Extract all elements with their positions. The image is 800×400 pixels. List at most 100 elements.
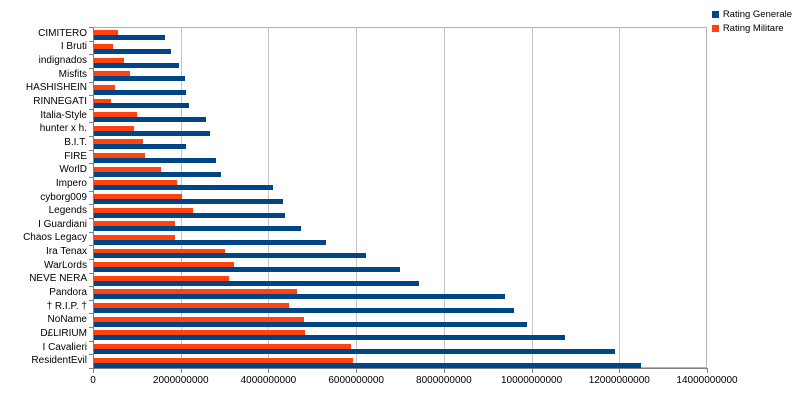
x-axis-tick-mark — [707, 369, 708, 373]
bar-rating-militare — [94, 57, 124, 63]
bar-rating-militare — [94, 166, 162, 172]
bar-rating-generale — [94, 212, 285, 218]
x-axis-tick-label: 2000000000 — [152, 375, 209, 386]
chart-legend: Rating Generale Rating Militare — [711, 9, 792, 34]
bar-rating-militare — [94, 207, 193, 213]
x-axis-tick-label: 10000000000 — [500, 375, 563, 386]
y-axis-tick-mark — [89, 190, 93, 192]
y-axis-tick-mark — [89, 108, 93, 110]
y-axis-label: Pandora — [49, 286, 87, 298]
y-axis-label: CIMITERO — [38, 27, 87, 39]
legend-chip-generale-icon — [711, 11, 719, 19]
y-axis-tick-mark — [89, 231, 93, 233]
y-axis-label: ResidentEvil — [31, 355, 87, 367]
bar-rating-generale — [94, 185, 273, 191]
bar-rating-militare — [94, 344, 351, 350]
x-axis-line — [93, 368, 708, 369]
bar-rating-militare — [94, 289, 298, 295]
legend-chip-militare-icon — [711, 24, 719, 32]
bar-rating-generale — [94, 171, 221, 177]
x-axis-tick-label: 0 — [90, 375, 96, 386]
legend-item-rating-generale: Rating Generale — [711, 9, 792, 20]
bar-rating-generale — [94, 157, 217, 163]
bar-rating-militare — [94, 330, 305, 336]
y-axis-tick-mark — [89, 368, 93, 369]
y-axis-tick-mark — [89, 313, 93, 315]
y-axis-tick-mark — [89, 163, 93, 165]
y-axis-tick-mark — [89, 245, 93, 247]
bar-rating-generale — [94, 117, 207, 123]
bar-rating-militare — [94, 193, 182, 199]
bar-rating-generale — [94, 362, 641, 368]
bar-rating-generale — [94, 144, 187, 150]
y-axis-label: hunter x h. — [39, 123, 87, 135]
y-axis-tick-mark — [89, 81, 93, 83]
y-axis-label: WorlD — [59, 164, 87, 176]
x-axis-tick-mark — [531, 369, 533, 373]
y-axis-label: B.I.T. — [64, 136, 87, 148]
gridline — [619, 28, 621, 369]
x-axis-tick-label: 8000000000 — [416, 375, 472, 386]
y-axis-label: I Bruti — [60, 41, 87, 53]
x-axis-tick-mark — [268, 369, 270, 373]
bar-rating-militare — [94, 30, 118, 36]
y-axis-tick-mark — [89, 40, 93, 42]
y-axis-tick-mark — [89, 299, 93, 301]
x-axis-tick-mark — [180, 369, 182, 373]
bar-rating-militare — [94, 248, 226, 254]
bar-rating-militare — [94, 139, 144, 145]
bar-rating-generale — [94, 267, 401, 273]
bar-rating-generale — [94, 348, 615, 354]
bar-rating-militare — [94, 221, 176, 227]
plot-area — [93, 27, 707, 369]
y-axis-tick-mark — [89, 204, 93, 206]
gridline — [356, 28, 358, 369]
y-axis-tick-mark — [89, 149, 93, 151]
y-axis-tick-mark — [89, 95, 93, 97]
legend-item-rating-militare: Rating Militare — [711, 22, 792, 34]
legend-label-rating-militare: Rating Militare — [722, 22, 784, 34]
bar-rating-militare — [94, 153, 145, 159]
y-axis-label: cyborg009 — [40, 191, 87, 203]
bar-rating-generale — [94, 308, 515, 314]
bar-rating-generale — [94, 294, 506, 300]
x-axis-tick-mark — [619, 369, 621, 373]
bar-rating-militare — [94, 125, 134, 131]
y-axis-label: I Guardiani — [38, 218, 87, 230]
bar-rating-militare — [94, 262, 234, 268]
bar-rating-generale — [94, 130, 210, 136]
bar-rating-generale — [94, 226, 302, 232]
y-axis-label: FIRE — [64, 150, 87, 162]
y-axis-label: D£LIRIUM — [40, 327, 87, 339]
bar-rating-generale — [94, 35, 166, 41]
bar-rating-generale — [94, 198, 283, 204]
bar-rating-generale — [94, 103, 189, 109]
y-axis-line — [93, 27, 94, 369]
y-axis-label: Chaos Legacy — [23, 232, 87, 244]
y-axis-label: I Cavalieri — [42, 341, 87, 353]
gridline — [443, 28, 445, 369]
y-axis-label: Ira Tenax — [46, 246, 87, 258]
y-axis-label: HASHISHEIN — [25, 82, 87, 94]
bar-rating-generale — [94, 321, 527, 327]
y-axis-tick-mark — [89, 217, 93, 219]
y-axis-tick-mark — [89, 354, 93, 356]
x-axis-tick-mark — [93, 369, 94, 373]
bar-rating-generale — [94, 48, 172, 54]
bar-rating-generale — [94, 62, 179, 68]
x-axis-tick-mark — [443, 369, 445, 373]
legend-label-rating-generale: Rating Generale — [722, 9, 792, 20]
bar-rating-generale — [94, 253, 366, 259]
gridline — [268, 28, 270, 369]
bar-rating-generale — [94, 89, 187, 95]
y-axis-label: indignados — [38, 55, 87, 67]
y-axis-tick-mark — [89, 272, 93, 274]
y-axis-tick-mark — [89, 67, 93, 69]
bar-rating-militare — [94, 98, 112, 104]
y-axis-tick-mark — [89, 286, 93, 288]
y-axis-label: Impero — [55, 177, 87, 189]
gridline — [531, 28, 533, 369]
bar-rating-militare — [94, 112, 137, 118]
bar-rating-militare — [94, 43, 113, 49]
